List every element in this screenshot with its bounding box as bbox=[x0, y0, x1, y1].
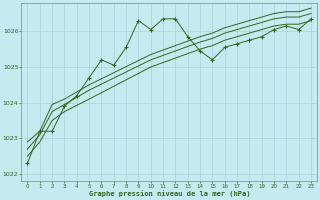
X-axis label: Graphe pression niveau de la mer (hPa): Graphe pression niveau de la mer (hPa) bbox=[89, 190, 250, 197]
